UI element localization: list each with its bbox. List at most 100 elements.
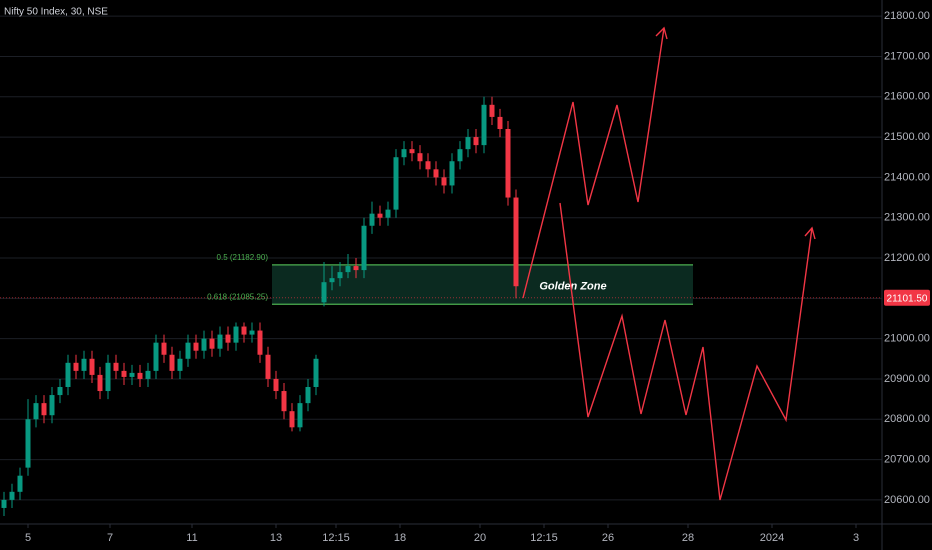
x-tick-label: 12:15 [322,532,350,544]
y-tick-label: 21200.00 [884,252,930,264]
candle-body [81,358,87,371]
projection-up [522,27,665,299]
candle-body [241,326,247,335]
candle-body [513,197,519,287]
candle-body [65,362,71,387]
candle-body [193,342,199,351]
candle-body [249,330,255,335]
candle-body [393,157,399,210]
candle-body [1,499,7,508]
last-price-label: 21101.50 [887,293,928,304]
candle-body [233,326,239,343]
candle-body [289,411,295,428]
candle-body [169,354,175,371]
candle-body [185,342,191,359]
y-tick-label: 21600.00 [884,91,930,103]
zone-fill [272,264,693,305]
candle-body [57,387,63,396]
y-tick-label: 21400.00 [884,171,930,183]
y-tick-label: 20800.00 [884,413,930,425]
arrow-head [804,226,816,240]
candle-body [73,362,79,371]
x-tick-label: 20 [474,532,486,544]
candle-body [449,161,455,186]
x-tick-label: 11 [186,532,197,544]
candle-body [305,387,311,404]
y-tick-label: 21700.00 [884,50,930,62]
candle-body [273,378,279,392]
candle-body [409,149,415,154]
candle-body [329,278,335,283]
candle-body [377,213,383,218]
candle-body [297,403,303,428]
candle-body [433,169,439,178]
x-tick-label: 2024 [760,532,784,544]
candle-body [217,334,223,349]
zone-layer: 0.5 (21182.90) 0.618 (21085.25) Golden Zon… [0,253,882,305]
x-tick-label: 13 [270,532,282,544]
candle-body [369,213,375,226]
y-tick-label: 20600.00 [884,494,930,506]
candle-body [489,104,495,117]
candle-body [473,137,479,146]
x-tick-label: 5 [25,532,31,544]
candle-body [505,129,511,198]
candle-body [425,161,431,170]
projection-down [559,202,813,501]
x-tick-label: 18 [394,532,406,544]
candle-body [137,372,143,379]
arrow-head [655,26,668,40]
zone-bottom-label: 0.618 (21085.25) [207,292,268,301]
candle-body [17,475,23,492]
y-tick-label: 20700.00 [884,453,930,465]
zone-top-label: 0.5 (21182.90) [217,253,269,262]
chart-title: Nifty 50 Index, 30, NSE [4,7,108,18]
projection-drawings [522,26,816,501]
candle-body [401,149,407,158]
y-tick-label: 21000.00 [884,333,930,345]
candle-body [337,272,343,279]
candle-body [25,419,31,468]
candle-body [441,177,447,186]
candle-body [265,354,271,379]
candle-body [41,403,47,416]
y-tick-label: 21300.00 [884,212,930,224]
y-tick-label: 21500.00 [884,131,930,143]
candle-body [457,149,463,162]
candle-body [225,334,231,343]
candle-body [129,372,135,377]
candle-body [345,266,351,273]
candle-body [145,370,151,379]
candle-body [33,403,39,420]
candle-body [417,153,423,162]
candle-body [497,116,503,129]
candle-body [209,338,215,349]
candle-body [465,137,471,150]
zone-label: Golden Zone [539,280,606,292]
candle-body [313,358,319,387]
x-tick-label: 26 [602,532,614,544]
x-tick-label: 7 [107,532,113,544]
candle-body [121,370,127,377]
candle-body [161,342,167,355]
candle-body [361,225,367,271]
last-price-box [884,289,930,306]
candle-body [153,342,159,371]
y-tick-label: 21800.00 [884,10,930,22]
candle-body [353,266,359,271]
candles [1,96,519,516]
y-tick-label: 20900.00 [884,373,930,385]
candle-body [257,330,263,355]
axes: 20600.00 20700.00 20800.00 20900.00 21000.00… [25,10,930,544]
candle-body [201,338,207,351]
candle-body [97,374,103,392]
grid [0,15,882,501]
candle-body [281,391,287,412]
candle-body [481,104,487,146]
candle-body [49,395,55,416]
candle-body [105,362,111,392]
candle-body [89,358,95,375]
candle-body [113,362,119,371]
candle-body [385,209,391,218]
